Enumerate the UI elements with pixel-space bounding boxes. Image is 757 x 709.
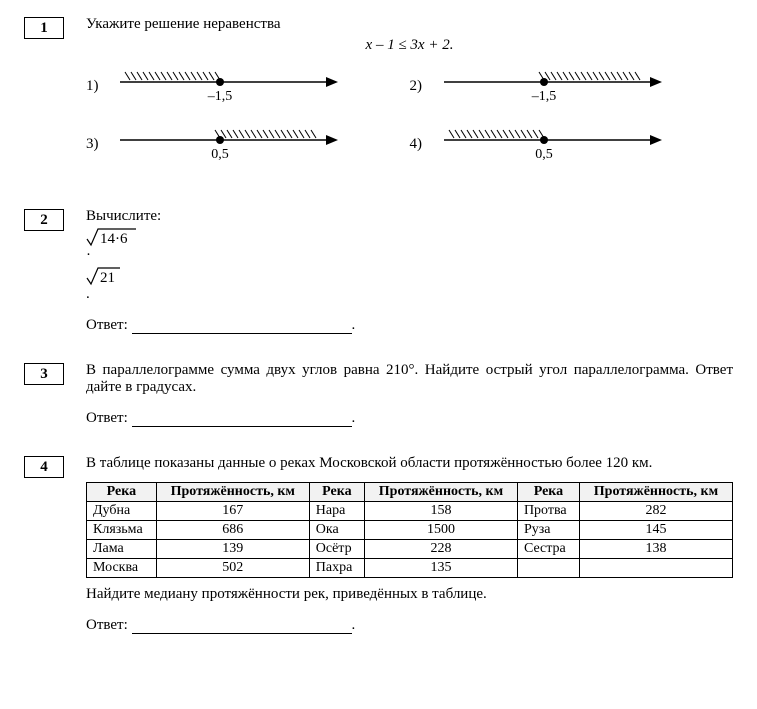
river-len-cell bbox=[579, 559, 732, 578]
prompt: В параллелограмме сумма двух углов равна… bbox=[86, 362, 733, 396]
task-number-box: 4 bbox=[24, 456, 64, 478]
formula: x – 1 ≤ 3x + 2. bbox=[86, 37, 733, 54]
choice-3: 3) 0,5 bbox=[86, 122, 410, 166]
task-number-box: 1 bbox=[24, 17, 64, 39]
numberline-3: 0,5 bbox=[110, 122, 340, 166]
numberline-1: –1,5 bbox=[110, 64, 340, 108]
col-river: Река bbox=[517, 483, 579, 502]
task-body: Вычислите: 14·6 · 21 . Ответ: . bbox=[86, 208, 733, 334]
numberline-2: –1,5 bbox=[434, 64, 664, 108]
task-number-box: 2 bbox=[24, 209, 64, 231]
river-len-cell: 228 bbox=[364, 540, 517, 559]
prompt-prefix: Вычислите: bbox=[86, 208, 161, 224]
prompt: Вычислите: 14·6 · 21 . bbox=[86, 208, 733, 303]
task-body: Укажите решение неравенства x – 1 ≤ 3x +… bbox=[86, 16, 733, 180]
river-len-cell: 139 bbox=[156, 540, 309, 559]
river-len-cell: 135 bbox=[364, 559, 517, 578]
river-name-cell: Руза bbox=[517, 521, 579, 540]
river-name-cell: Лама bbox=[87, 540, 157, 559]
answer-line: Ответ: . bbox=[86, 410, 733, 427]
river-name-cell: Клязьма bbox=[87, 521, 157, 540]
river-len-cell: 502 bbox=[156, 559, 309, 578]
answer-blank bbox=[132, 319, 352, 334]
river-len-cell: 145 bbox=[579, 521, 732, 540]
numberline-4: 0,5 bbox=[434, 122, 664, 166]
answer-line: Ответ: . bbox=[86, 617, 733, 634]
river-name-cell: Осётр bbox=[309, 540, 364, 559]
answer-line: Ответ: . bbox=[86, 317, 733, 334]
river-name-cell: Пахра bbox=[309, 559, 364, 578]
river-len-cell: 282 bbox=[579, 502, 732, 521]
river-name-cell: Протва bbox=[517, 502, 579, 521]
svg-text:0,5: 0,5 bbox=[535, 147, 553, 162]
prompt: Укажите решение неравенства bbox=[86, 16, 733, 33]
river-len-cell: 686 bbox=[156, 521, 309, 540]
col-river: Река bbox=[309, 483, 364, 502]
expression: 14·6 · 21 bbox=[86, 225, 733, 286]
answer-blank bbox=[132, 412, 352, 427]
svg-text:–1,5: –1,5 bbox=[207, 89, 233, 104]
river-name-cell: Ока bbox=[309, 521, 364, 540]
col-river: Река bbox=[87, 483, 157, 502]
choice-2: 2) –1,5 bbox=[410, 64, 734, 108]
answer-label: Ответ: bbox=[86, 617, 128, 633]
choice-label: 4) bbox=[410, 136, 434, 153]
task-1: 1 Укажите решение неравенства x – 1 ≤ 3x… bbox=[24, 16, 733, 180]
task-body: В параллелограмме сумма двух углов равна… bbox=[86, 362, 733, 427]
col-len: Протяжённость, км bbox=[156, 483, 309, 502]
rivers-table: Река Протяжённость, км Река Протяжённост… bbox=[86, 482, 733, 578]
col-len: Протяжённость, км bbox=[579, 483, 732, 502]
svg-text:14·6: 14·6 bbox=[100, 231, 128, 247]
choice-label: 1) bbox=[86, 78, 110, 95]
svg-text:0,5: 0,5 bbox=[211, 147, 229, 162]
svg-text:–1,5: –1,5 bbox=[530, 89, 556, 104]
answer-label: Ответ: bbox=[86, 410, 128, 426]
river-len-cell: 158 bbox=[364, 502, 517, 521]
choices: 1) –1,5 2) –1,5 3) 0,5 bbox=[86, 64, 733, 180]
choice-label: 3) bbox=[86, 136, 110, 153]
answer-blank bbox=[132, 619, 352, 634]
river-name-cell: Нара bbox=[309, 502, 364, 521]
choice-label: 2) bbox=[410, 78, 434, 95]
river-name-cell bbox=[517, 559, 579, 578]
task-4: 4 В таблице показаны данные о реках Моск… bbox=[24, 455, 733, 634]
task-number-box: 3 bbox=[24, 363, 64, 385]
task-body: В таблице показаны данные о реках Москов… bbox=[86, 455, 733, 634]
after-prompt: Найдите медиану протяжённости рек, приве… bbox=[86, 586, 733, 603]
col-len: Протяжённость, км bbox=[364, 483, 517, 502]
choice-4: 4) 0,5 bbox=[410, 122, 734, 166]
svg-text:21: 21 bbox=[100, 270, 115, 286]
answer-label: Ответ: bbox=[86, 317, 128, 333]
river-len-cell: 167 bbox=[156, 502, 309, 521]
task-3: 3 В параллелограмме сумма двух углов рав… bbox=[24, 362, 733, 427]
river-len-cell: 1500 bbox=[364, 521, 517, 540]
river-name-cell: Дубна bbox=[87, 502, 157, 521]
task-2: 2 Вычислите: 14·6 · 21 . Ответ: . bbox=[24, 208, 733, 334]
river-name-cell: Сестра bbox=[517, 540, 579, 559]
river-len-cell: 138 bbox=[579, 540, 732, 559]
choice-1: 1) –1,5 bbox=[86, 64, 410, 108]
prompt: В таблице показаны данные о реках Москов… bbox=[86, 455, 733, 472]
river-name-cell: Москва bbox=[87, 559, 157, 578]
